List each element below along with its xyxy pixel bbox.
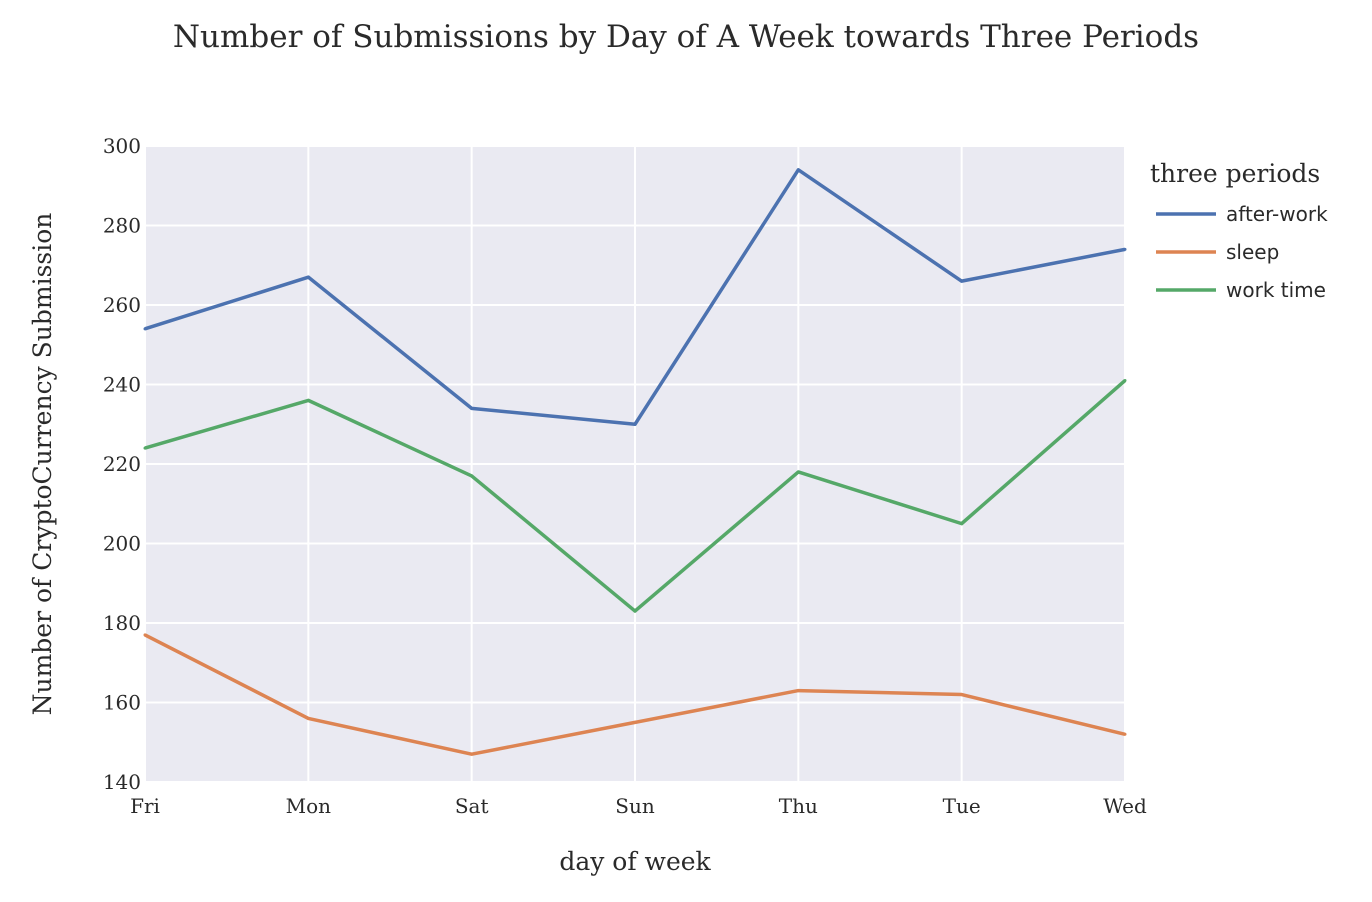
legend-title: three periods [1150, 159, 1320, 188]
data-point [960, 693, 964, 697]
y-tick-label: 280 [103, 214, 141, 238]
data-point [1123, 247, 1127, 251]
data-point [796, 168, 800, 172]
data-point [960, 279, 964, 283]
y-axis-ticks: 140 160 180 200 220 240 260 280 300 [103, 134, 141, 794]
x-tick-label: Sun [615, 794, 655, 818]
data-point [143, 633, 147, 637]
x-tick-label: Fri [130, 794, 160, 818]
data-point [470, 406, 474, 410]
data-point [796, 689, 800, 693]
data-point [796, 470, 800, 474]
data-point [143, 446, 147, 450]
data-point [960, 522, 964, 526]
x-axis-title: day of week [559, 847, 711, 876]
x-tick-label: Thu [779, 794, 818, 818]
y-tick-label: 220 [103, 452, 141, 476]
data-point [470, 752, 474, 756]
chart-title: Number of Submissions by Day of A Week t… [173, 19, 1199, 55]
data-point [143, 327, 147, 331]
data-point [470, 474, 474, 478]
data-point [306, 716, 310, 720]
data-point [1123, 379, 1127, 383]
y-axis-title: Number of CryptoCurrency Submission [28, 213, 57, 716]
data-point [633, 609, 637, 613]
x-tick-label: Mon [286, 794, 332, 818]
y-tick-label: 160 [103, 691, 141, 715]
x-tick-label: Wed [1103, 794, 1147, 818]
series-lines [143, 168, 1127, 756]
legend-label: sleep [1226, 240, 1279, 264]
data-point [633, 720, 637, 724]
legend-items: after-work sleep work time [1156, 202, 1328, 302]
x-tick-label: Tue [943, 794, 981, 818]
y-tick-label: 200 [103, 532, 141, 556]
data-point [306, 398, 310, 402]
legend-label: after-work [1226, 202, 1328, 226]
y-tick-label: 240 [103, 373, 141, 397]
x-axis-ticks: Fri Mon Sat Sun Thu Tue Wed [130, 794, 1147, 818]
data-point [1123, 732, 1127, 736]
legend-label: work time [1226, 278, 1326, 302]
y-tick-label: 180 [103, 611, 141, 635]
data-point [633, 422, 637, 426]
data-point [306, 275, 310, 279]
y-tick-label: 140 [103, 770, 141, 794]
y-tick-label: 260 [103, 293, 141, 317]
x-tick-label: Sat [455, 794, 489, 818]
legend[interactable]: three periods after-work sleep work time [1150, 159, 1328, 302]
grid [144, 145, 1126, 783]
y-tick-label: 300 [103, 134, 141, 158]
